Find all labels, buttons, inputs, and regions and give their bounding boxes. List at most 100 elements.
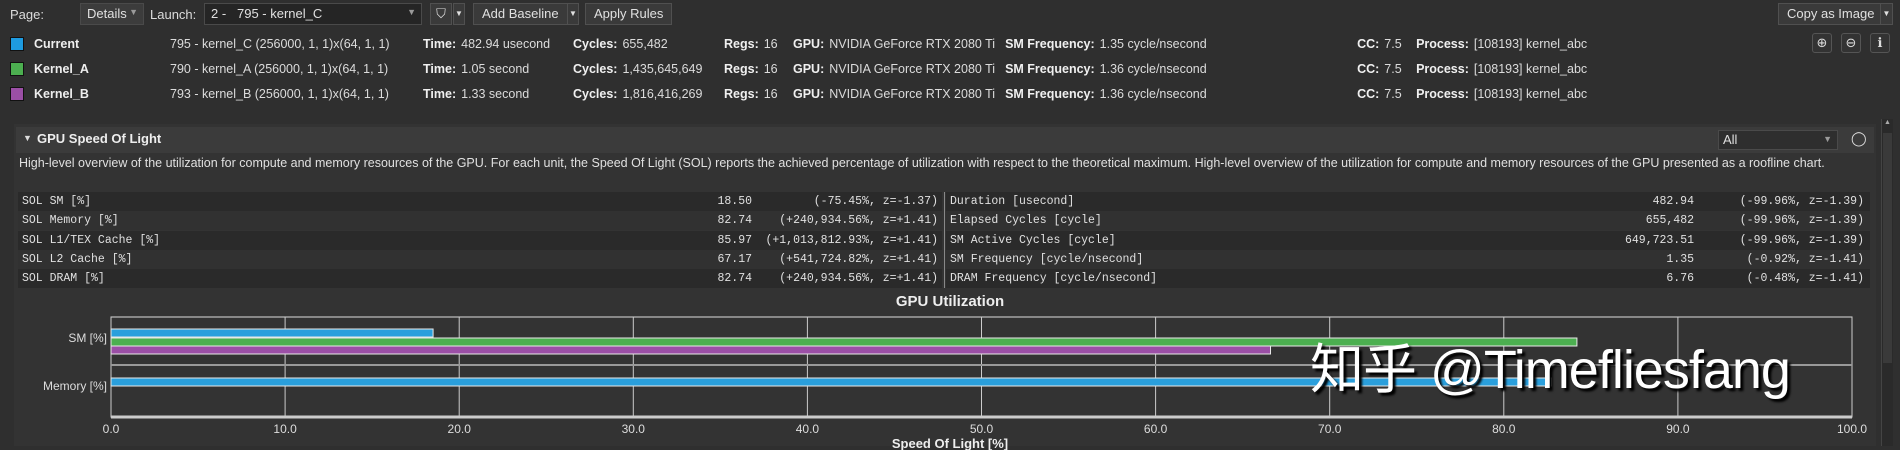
process-value: [108193] kernel_abc	[1473, 37, 1588, 51]
metric-name: SOL DRAM [%]	[22, 272, 105, 286]
section-title: GPU Speed Of Light	[37, 131, 162, 146]
gpu-key: GPU:	[793, 62, 825, 76]
cc-key: CC:	[1357, 62, 1380, 76]
x-tick-label: 70.0	[1318, 422, 1342, 436]
metric-row[interactable]: SOL L2 Cache [%] 67.17 (+541,724.82%, z=…	[18, 249, 942, 269]
bar-current-memory	[110, 377, 1553, 387]
copy-as-image-button[interactable]: Copy as Image	[1778, 3, 1884, 25]
x-tick-label: 30.0	[622, 422, 646, 436]
metric-row[interactable]: SOL DRAM [%] 82.74 (+240,934.56%, z=+1.4…	[18, 269, 942, 289]
metric-name: SM Frequency [cycle/nsecond]	[950, 252, 1144, 266]
process-key: Process:	[1416, 37, 1469, 51]
body-filter-value: All	[1723, 132, 1738, 147]
result-color-swatch	[10, 37, 24, 51]
metric-delta: (+240,934.56%, z=+1.41)	[779, 214, 938, 228]
metric-name: SOL L2 Cache [%]	[22, 252, 133, 266]
metric-row[interactable]: Duration [usecond] 482.94 (-99.96%, z=-1…	[946, 192, 1870, 211]
metric-value: 655,482	[1645, 214, 1694, 228]
vertical-scrollbar[interactable]: ▲	[1881, 119, 1893, 446]
metric-delta: (+541,724.82%, z=+1.41)	[779, 252, 938, 266]
result-sm_freq: SM Frequency: 1.35 cycle/nsecond	[1005, 37, 1357, 51]
metric-row[interactable]: SOL L1/TEX Cache [%] 85.97 (+1,013,812.9…	[18, 230, 942, 250]
copy-dropdown[interactable]: ▼	[1880, 3, 1893, 25]
collapse-triangle-icon[interactable]: ▼	[23, 133, 32, 143]
result-launch: 790 - kernel_A (256000, 1, 1)x(64, 1, 1)	[170, 62, 389, 76]
result-cc: CC: 7.5	[1357, 37, 1416, 51]
add-baseline-icon-button[interactable]: ⊕	[1812, 33, 1832, 53]
gpu-key: GPU:	[793, 37, 825, 51]
process-value: [108193] kernel_abc	[1473, 62, 1588, 76]
time-value: 1.05 second	[461, 62, 530, 76]
result-launch: 795 - kernel_C (256000, 1, 1)x(64, 1, 1)	[170, 37, 390, 51]
info-icon: ℹ	[1877, 35, 1883, 50]
scroll-up-icon[interactable]: ▲	[1884, 119, 1891, 126]
sm_freq-value: 1.36 cycle/nsecond	[1099, 87, 1207, 101]
metric-value: 6.76	[1666, 272, 1694, 286]
metric-name: SOL L1/TEX Cache [%]	[22, 233, 161, 247]
metric-row[interactable]: SM Active Cycles [cycle] 649,723.51 (-99…	[946, 230, 1870, 250]
regs-value: 16	[763, 62, 778, 76]
time-key: Time:	[423, 37, 457, 51]
metric-value: 82.74	[717, 272, 752, 286]
metric-row[interactable]: SM Frequency [cycle/nsecond] 1.35 (-0.92…	[946, 249, 1870, 269]
scrollbar-thumb[interactable]	[1883, 133, 1892, 363]
cycles-value: 1,435,645,649	[622, 62, 703, 76]
cc-value: 7.5	[1384, 62, 1402, 76]
process-value: [108193] kernel_abc	[1473, 87, 1588, 101]
cycles-key: Cycles:	[573, 87, 618, 101]
add-baseline-button[interactable]: Add Baseline	[473, 3, 568, 25]
result-cycles: Cycles: 655,482	[573, 37, 724, 51]
x-tick-label: 90.0	[1666, 422, 1690, 436]
cc-value: 7.5	[1384, 37, 1402, 51]
result-regs: Regs: 16	[724, 87, 793, 101]
info-button[interactable]: ℹ	[1870, 33, 1890, 53]
cc-value: 7.5	[1384, 87, 1402, 101]
regs-value: 16	[763, 37, 778, 51]
chart-title: GPU Utilization	[896, 293, 1004, 310]
metric-value: 649,723.51	[1624, 233, 1694, 247]
time-value: 1.33 second	[461, 87, 530, 101]
metric-delta: (-99.96%, z=-1.39)	[1739, 195, 1864, 208]
page-select[interactable]: Details ▼	[80, 3, 144, 25]
x-tick-label: 20.0	[448, 422, 472, 436]
section-header[interactable]	[16, 127, 1874, 153]
sm_freq-value: 1.35 cycle/nsecond	[1099, 37, 1207, 51]
gpu-value: NVIDIA GeForce RTX 2080 Ti	[829, 37, 996, 51]
metric-row[interactable]: DRAM Frequency [cycle/nsecond] 6.76 (-0.…	[946, 269, 1870, 289]
result-row[interactable]: Kernel_B 793 - kernel_B (256000, 1, 1)x(6…	[10, 85, 1597, 103]
section-description: High-level overview of the utilization f…	[19, 156, 1825, 170]
x-tick-label: 40.0	[796, 422, 820, 436]
metric-row[interactable]: Elapsed Cycles [cycle] 655,482 (-99.96%,…	[946, 211, 1870, 231]
result-launch: 793 - kernel_B (256000, 1, 1)x(64, 1, 1)	[170, 87, 389, 101]
result-cycles: Cycles: 1,816,416,269	[573, 87, 724, 101]
filter-dropdown-button[interactable]: ▼	[453, 3, 465, 25]
apply-rules-button[interactable]: Apply Rules	[585, 3, 673, 25]
result-name: Current	[34, 37, 80, 51]
cc-key: CC:	[1357, 37, 1380, 51]
comment-icon[interactable]: ◯	[1851, 130, 1867, 146]
filter-button[interactable]: ⛉	[430, 3, 452, 25]
metric-name: Duration [usecond]	[950, 195, 1075, 208]
table-divider	[944, 192, 945, 288]
metric-row[interactable]: SOL SM [%] 18.50 (-75.45%, z=-1.37)	[18, 192, 942, 211]
launch-select[interactable]: 2 - 795 - kernel_C ▼	[204, 3, 422, 25]
sm_freq-key: SM Frequency:	[1005, 37, 1095, 51]
result-cc: CC: 7.5	[1357, 62, 1416, 76]
remove-baseline-icon-button[interactable]: ⊖	[1841, 33, 1861, 53]
x-tick-label: 100.0	[1837, 422, 1867, 436]
bar-current-sm	[110, 328, 434, 338]
add-baseline-dropdown[interactable]: ▼	[567, 3, 579, 25]
time-value: 482.94 usecond	[461, 37, 551, 51]
x-tick-label: 0.0	[103, 422, 120, 436]
metric-row[interactable]: SOL Memory [%] 82.74 (+240,934.56%, z=+1…	[18, 211, 942, 231]
result-row[interactable]: Kernel_A 790 - kernel_A (256000, 1, 1)x(6…	[10, 60, 1597, 78]
metric-value: 82.74	[717, 214, 752, 228]
result-process: Process: [108193] kernel_abc	[1416, 37, 1597, 51]
x-axis-label: Speed Of Light [%]	[892, 436, 1008, 450]
launch-label: Launch:	[150, 7, 197, 22]
cc-key: CC:	[1357, 87, 1380, 101]
metric-delta: (-99.96%, z=-1.39)	[1739, 214, 1864, 228]
cycles-value: 1,816,416,269	[622, 87, 703, 101]
body-filter-select[interactable]: All ▼	[1718, 130, 1838, 150]
result-row[interactable]: Current 795 - kernel_C (256000, 1, 1)x(64…	[10, 35, 1597, 53]
